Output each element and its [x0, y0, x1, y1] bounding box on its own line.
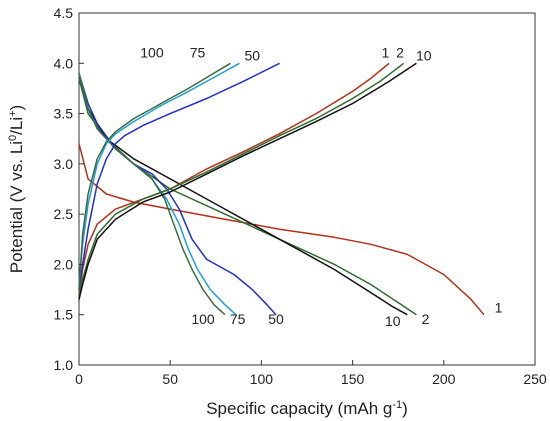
x-tick-label: 150 — [341, 371, 365, 387]
curve-label: 1 — [382, 44, 390, 60]
series-discharge-2 — [78, 78, 417, 316]
curve-label: 1 — [495, 300, 503, 316]
x-tick-label: 100 — [250, 371, 274, 387]
y-tick-label: 4.5 — [54, 5, 74, 21]
series-discharge-1 — [78, 143, 485, 316]
curve-label: 75 — [190, 44, 206, 60]
y-tick-label: 1.0 — [54, 357, 74, 373]
curve-label: 50 — [244, 47, 260, 63]
curve-label: 2 — [422, 311, 430, 327]
series-charge-10 — [78, 62, 417, 300]
y-tick-label: 3.5 — [54, 106, 74, 122]
x-axis-ticks: 0 50 100 150 200 250 — [75, 360, 547, 387]
series-discharge-50 — [78, 73, 277, 316]
curve-label: 50 — [268, 311, 284, 327]
x-tick-label: 50 — [162, 371, 178, 387]
y-axis-ticks: 1.0 1.5 2.0 2.5 3.0 3.5 4.0 4.5 — [54, 5, 84, 373]
series-discharge-100 — [78, 73, 226, 316]
series-charge-2 — [78, 62, 405, 295]
series-charge-75 — [78, 62, 240, 285]
curve-label: 10 — [416, 47, 432, 63]
y-tick-label: 2.5 — [54, 206, 74, 222]
y-tick-label: 3.0 — [54, 156, 74, 172]
curves-group — [78, 62, 485, 316]
series-charge-100 — [78, 62, 231, 290]
curve-label: 100 — [191, 311, 215, 327]
curve-label: 10 — [385, 313, 401, 329]
y-tick-label: 4.0 — [54, 55, 74, 71]
x-tick-label: 250 — [523, 371, 547, 387]
series-discharge-10 — [78, 73, 408, 316]
y-tick-label: 2.0 — [54, 256, 74, 272]
x-tick-label: 0 — [75, 371, 83, 387]
series-charge-1 — [78, 62, 390, 295]
curve-label: 75 — [230, 311, 246, 327]
x-tick-label: 200 — [432, 371, 456, 387]
series-charge-50 — [78, 62, 280, 290]
curve-label: 100 — [140, 44, 164, 60]
x-axis-label: Specific capacity (mAh g-1) — [206, 399, 408, 418]
plot-frame — [78, 12, 536, 366]
y-axis-label: Potential (V vs. Li0/Li+) — [7, 105, 26, 273]
y-tick-label: 1.5 — [54, 307, 74, 323]
curve-label: 2 — [396, 44, 404, 60]
